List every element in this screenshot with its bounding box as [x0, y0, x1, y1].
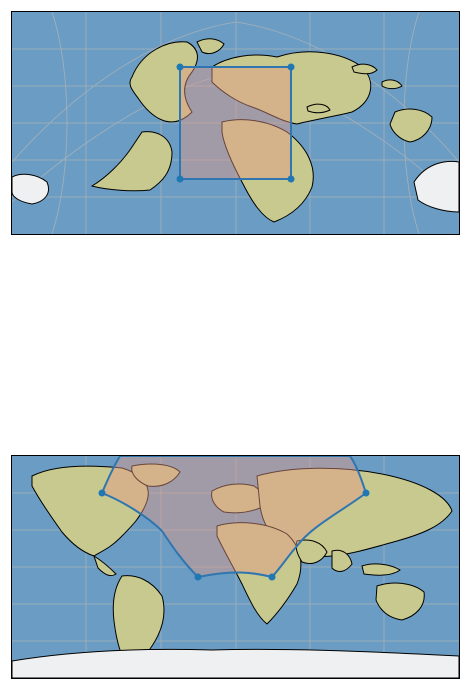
polygon-vertices	[98, 489, 370, 581]
polygon-geodesic	[100, 456, 368, 579]
polygon-rectangle	[179, 66, 292, 180]
marker-3	[194, 573, 202, 581]
marker-1	[176, 63, 184, 71]
marker-2	[362, 489, 370, 497]
landmasses	[12, 463, 459, 678]
marker-2	[287, 63, 295, 71]
map-panel-bottom	[11, 455, 460, 679]
marker-4	[268, 573, 276, 581]
marker-1	[98, 489, 106, 497]
marker-3	[176, 175, 184, 183]
map-canvas-bottom	[12, 456, 459, 678]
map-panel-top	[11, 11, 460, 235]
polygon-vertices	[176, 63, 295, 183]
marker-4	[287, 175, 295, 183]
landmasses	[12, 38, 459, 223]
map-canvas-top	[12, 12, 459, 234]
